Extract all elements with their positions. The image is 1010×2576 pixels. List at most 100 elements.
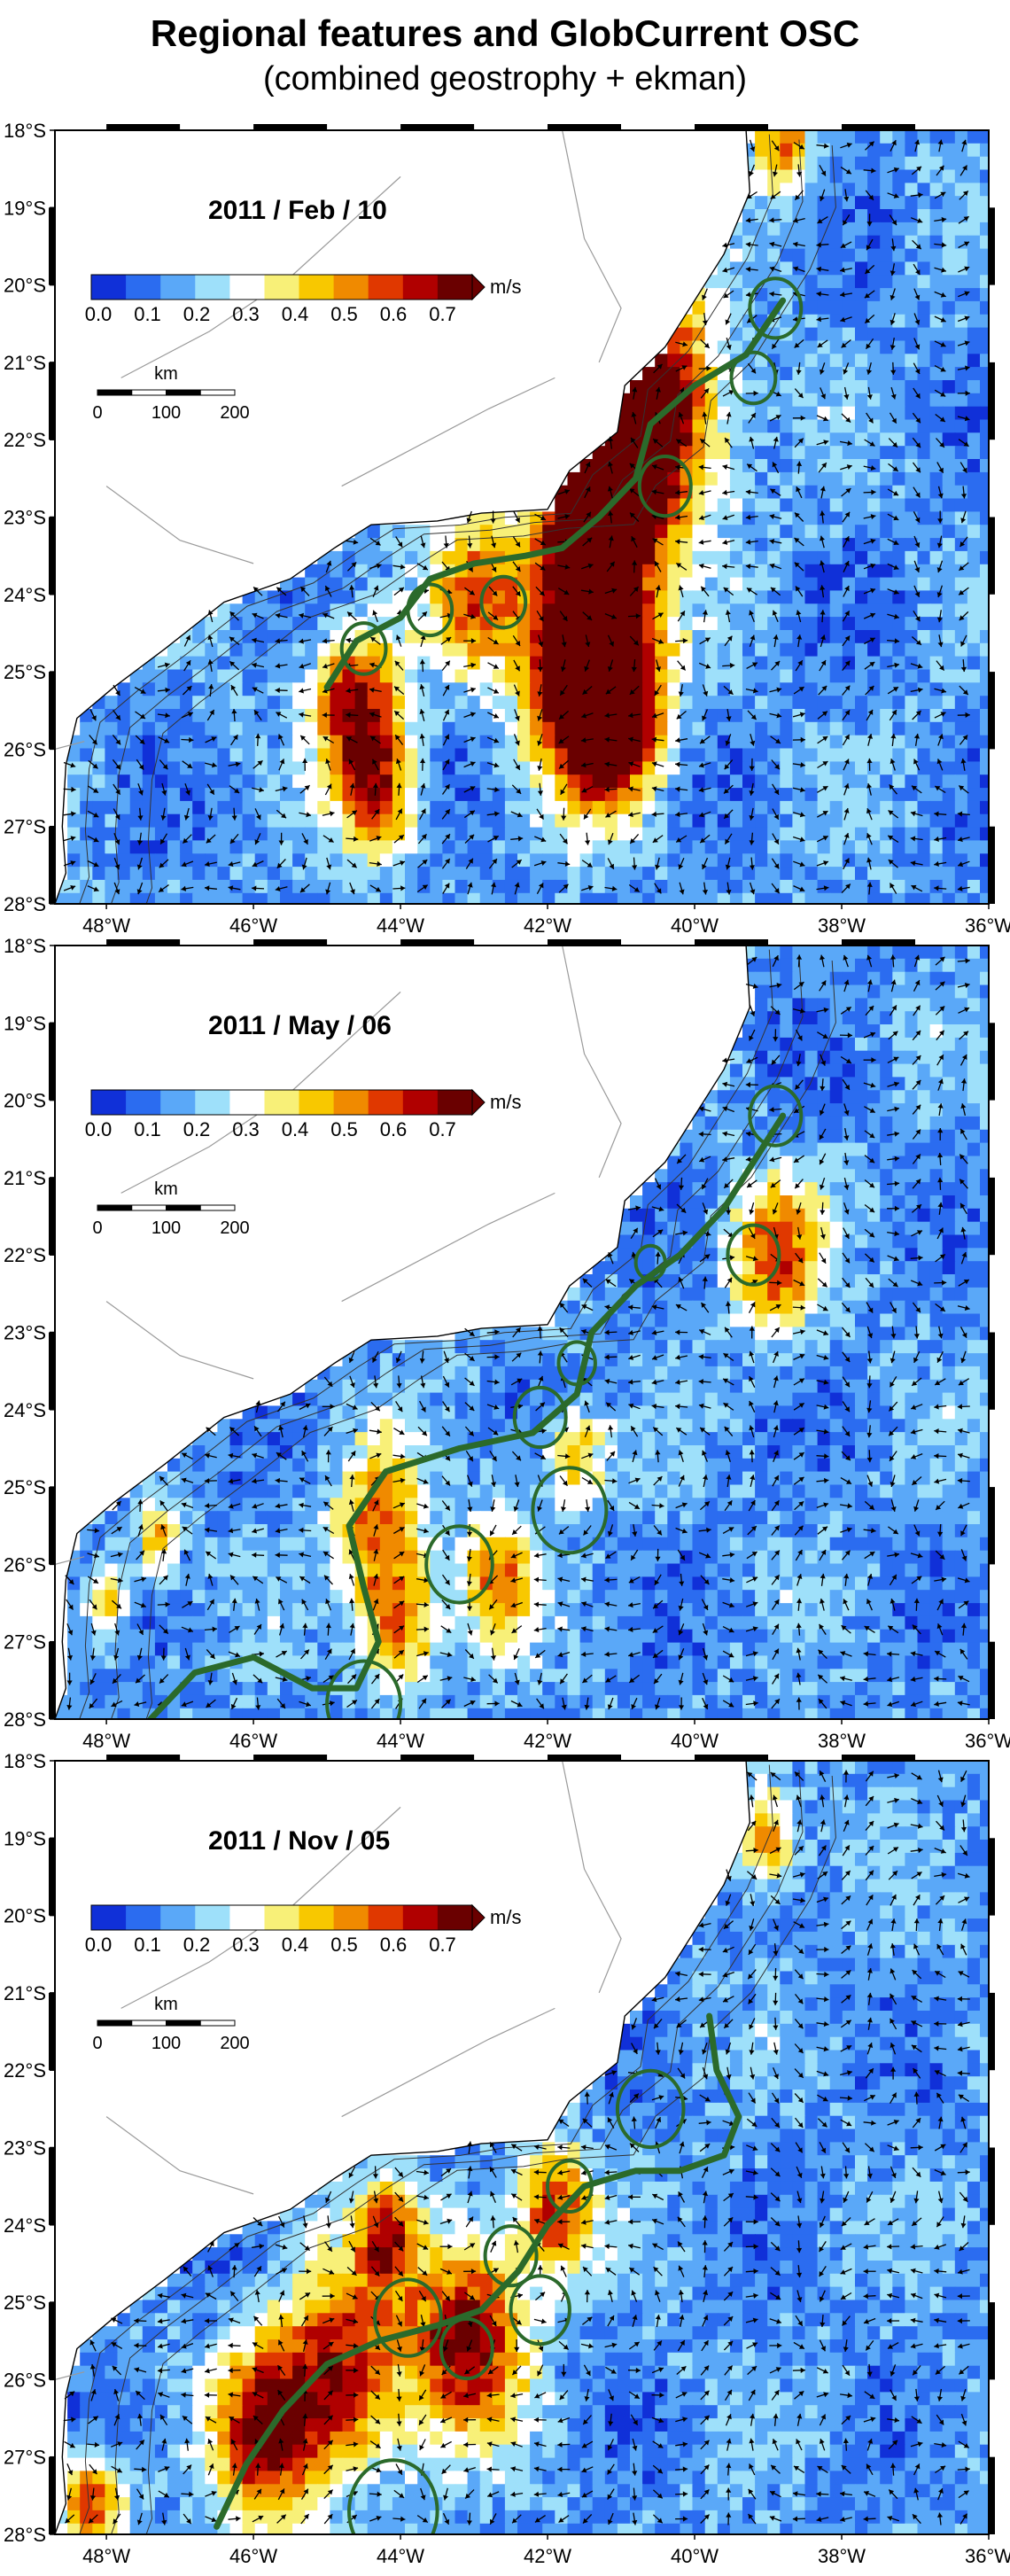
colorbar-segment: [160, 1090, 196, 1115]
colorbar-tick-label: 0.1: [134, 1118, 161, 1140]
colorbar-tick-label: 0.2: [183, 1934, 211, 1956]
lon-tick-label: 38°W: [818, 914, 866, 937]
scalebar-tick-label: 100: [152, 2034, 181, 2053]
scalebar-segment: [97, 2020, 132, 2026]
lon-tick-label: 36°W: [965, 2545, 1010, 2567]
colorbar-tick-label: 0.4: [282, 1934, 309, 1956]
lon-tick-label: 36°W: [965, 914, 1010, 937]
colorbar-segment: [126, 1090, 161, 1115]
colorbar-tick-label: 0.5: [330, 1118, 358, 1140]
colorbar-segment: [195, 1090, 230, 1115]
lon-tick-label: 48°W: [82, 914, 130, 937]
lat-tick-label: 18°S: [4, 120, 46, 142]
scalebar-tick-label: 0: [92, 2034, 102, 2053]
scalebar-unit: km: [154, 1995, 178, 2014]
colorbar-unit: m/s: [490, 1091, 521, 1113]
lat-tick-label: 27°S: [4, 2447, 46, 2469]
figure-title: Regional features and GlobCurrent OSC: [0, 12, 1010, 55]
scalebar-tick-label: 100: [152, 1218, 181, 1238]
lon-tick-label: 40°W: [671, 1730, 719, 1752]
colorbar-segment: [334, 1905, 369, 1930]
scalebar-tick-label: 200: [220, 1218, 249, 1238]
scalebar-segment: [200, 1205, 235, 1210]
scalebar-unit: km: [154, 364, 178, 384]
lat-tick-label: 20°S: [4, 1090, 46, 1112]
panel-date-label: 2011 / Nov / 05: [208, 1826, 390, 1856]
lon-tick-label: 46°W: [229, 2545, 277, 2567]
lat-tick-label: 26°S: [4, 738, 46, 760]
lon-tick-label: 48°W: [82, 1730, 130, 1752]
colorbar-tick-label: 0.5: [330, 1934, 358, 1956]
lon-tick-label: 42°W: [524, 1730, 571, 1752]
scalebar-tick-label: 200: [220, 2034, 249, 2053]
lon-tick-label: 48°W: [82, 2545, 130, 2567]
lat-tick-label: 28°S: [4, 893, 46, 915]
lat-tick-label: 21°S: [4, 1982, 46, 2004]
map-panel-nov: 18°S19°S20°S21°S22°S23°S24°S25°S26°S27°S…: [0, 1750, 1010, 2576]
lat-tick-label: 24°S: [4, 2214, 46, 2237]
lat-tick-label: 20°S: [4, 275, 46, 297]
lat-tick-label: 19°S: [4, 1012, 46, 1034]
colorbar-segment: [91, 1905, 127, 1930]
lat-tick-label: 26°S: [4, 2369, 46, 2391]
colorbar-segment: [403, 1090, 439, 1115]
figure-subtitle: (combined geostrophy + ekman): [0, 60, 1010, 98]
lon-tick-label: 44°W: [377, 1730, 424, 1752]
colorbar-segment: [229, 275, 265, 300]
colorbar-tick-label: 0.6: [380, 1934, 408, 1956]
scalebar-segment: [167, 1205, 201, 1210]
colorbar-segment: [229, 1905, 265, 1930]
colorbar-tick-label: 0.6: [380, 1118, 408, 1140]
map-panel-may: 18°S19°S20°S21°S22°S23°S24°S25°S26°S27°S…: [0, 935, 1010, 1761]
lon-tick-label: 36°W: [965, 1730, 1010, 1752]
colorbar-segment: [91, 275, 127, 300]
colorbar-segment: [126, 275, 161, 300]
colorbar-unit: m/s: [490, 276, 521, 298]
lat-tick-label: 27°S: [4, 1631, 46, 1654]
lat-tick-label: 21°S: [4, 1167, 46, 1189]
colorbar-segment: [334, 1090, 369, 1115]
lon-tick-label: 40°W: [671, 914, 719, 937]
colorbar-tick-label: 0.6: [380, 303, 408, 325]
lat-tick-label: 25°S: [4, 661, 46, 683]
scalebar-segment: [167, 2020, 201, 2026]
lat-tick-label: 28°S: [4, 1708, 46, 1731]
colorbar-segment: [299, 1905, 335, 1930]
lat-tick-label: 24°S: [4, 1399, 46, 1421]
lat-tick-label: 18°S: [4, 935, 46, 957]
lon-tick-label: 44°W: [377, 914, 424, 937]
colorbar-segment: [229, 1090, 265, 1115]
scalebar-segment: [132, 2020, 167, 2026]
colorbar-tick-label: 0.1: [134, 1934, 161, 1956]
lon-tick-label: 46°W: [229, 1730, 277, 1752]
colorbar-tick-label: 0.3: [232, 1118, 260, 1140]
lat-tick-label: 25°S: [4, 1476, 46, 1498]
lat-tick-label: 19°S: [4, 197, 46, 219]
scalebar-segment: [167, 390, 201, 395]
lon-tick-label: 44°W: [377, 2545, 424, 2567]
lat-tick-label: 24°S: [4, 584, 46, 606]
colorbar-segment: [265, 1905, 300, 1930]
scalebar-segment: [200, 390, 235, 395]
colorbar-segment: [195, 275, 230, 300]
lat-tick-label: 26°S: [4, 1553, 46, 1576]
colorbar-segment: [438, 1905, 473, 1930]
lat-tick-label: 23°S: [4, 2137, 46, 2160]
colorbar-segment: [265, 1090, 300, 1115]
colorbar-segment: [265, 275, 300, 300]
panel-date-label: 2011 / May / 06: [208, 1011, 392, 1040]
colorbar-tick-label: 0.4: [282, 303, 309, 325]
lat-tick-label: 27°S: [4, 816, 46, 838]
colorbar-segment: [369, 1905, 404, 1930]
lon-tick-label: 46°W: [229, 914, 277, 937]
lat-tick-label: 25°S: [4, 2292, 46, 2314]
colorbar-tick-label: 0.3: [232, 1934, 260, 1956]
lon-tick-label: 40°W: [671, 2545, 719, 2567]
colorbar-tick-label: 0.2: [183, 1118, 211, 1140]
scalebar-tick-label: 0: [92, 403, 102, 423]
scalebar-unit: km: [154, 1179, 178, 1199]
colorbar-segment: [438, 1090, 473, 1115]
panel-date-label: 2011 / Feb / 10: [208, 196, 387, 225]
scalebar-segment: [97, 390, 132, 395]
lat-tick-label: 22°S: [4, 429, 46, 451]
